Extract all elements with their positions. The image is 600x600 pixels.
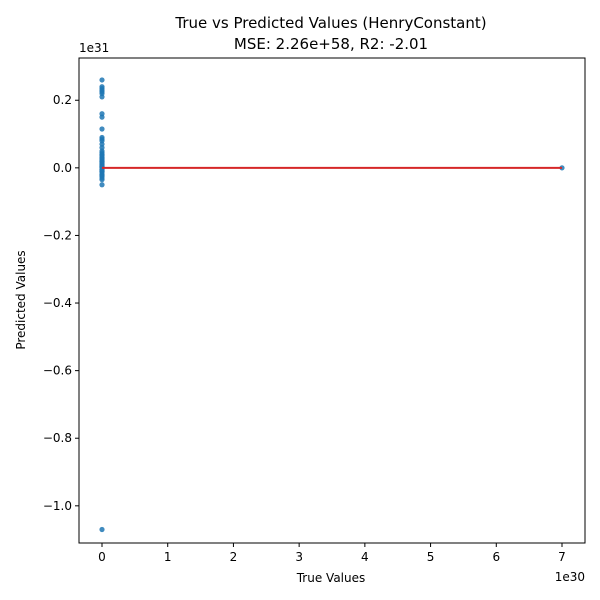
- data-point: [99, 114, 105, 120]
- data-point: [99, 182, 105, 188]
- data-point: [99, 126, 105, 132]
- chart-title-line2: MSE: 2.26e+58, R2: -2.01: [234, 35, 428, 53]
- data-point: [99, 77, 105, 83]
- plot-frame: [78, 57, 586, 544]
- data-point: [99, 526, 105, 533]
- data-point: [99, 172, 105, 178]
- y-tick-label: 0.0: [53, 161, 72, 175]
- y-offset-label: 1e31: [79, 41, 109, 55]
- x-tick-label: 4: [361, 550, 369, 564]
- chart-title-line1: True vs Predicted Values (HenryConstant): [174, 14, 486, 32]
- x-axis: 0 1 2 3 4 5 6 7: [98, 543, 566, 564]
- data-point: [99, 167, 105, 174]
- x-offset-label: 1e30: [555, 570, 585, 584]
- x-tick-label: 0: [98, 550, 106, 564]
- data-point: [99, 177, 105, 183]
- x-tick-label: 3: [295, 550, 303, 564]
- x-tick-label: 1: [164, 550, 172, 564]
- x-axis-title: True Values: [296, 571, 366, 585]
- y-axis: 0.2 0.0 −0.2 −0.4 −0.6 −0.8 −1.0: [43, 93, 79, 513]
- y-tick-label: −0.6: [43, 364, 72, 378]
- plot-marks: [99, 77, 565, 533]
- data-point: [99, 152, 105, 158]
- y-tick-label: −1.0: [43, 499, 72, 513]
- x-tick-label: 6: [492, 550, 500, 564]
- y-tick-label: −0.8: [43, 431, 72, 445]
- x-tick-label: 2: [230, 550, 238, 564]
- x-tick-label: 5: [427, 550, 435, 564]
- y-tick-label: −0.2: [43, 228, 72, 242]
- y-axis-title: Predicted Values: [14, 250, 28, 349]
- data-point: [99, 94, 105, 100]
- y-tick-label: 0.2: [53, 93, 72, 107]
- y-tick-label: −0.4: [43, 296, 72, 310]
- x-tick-label: 7: [558, 550, 566, 564]
